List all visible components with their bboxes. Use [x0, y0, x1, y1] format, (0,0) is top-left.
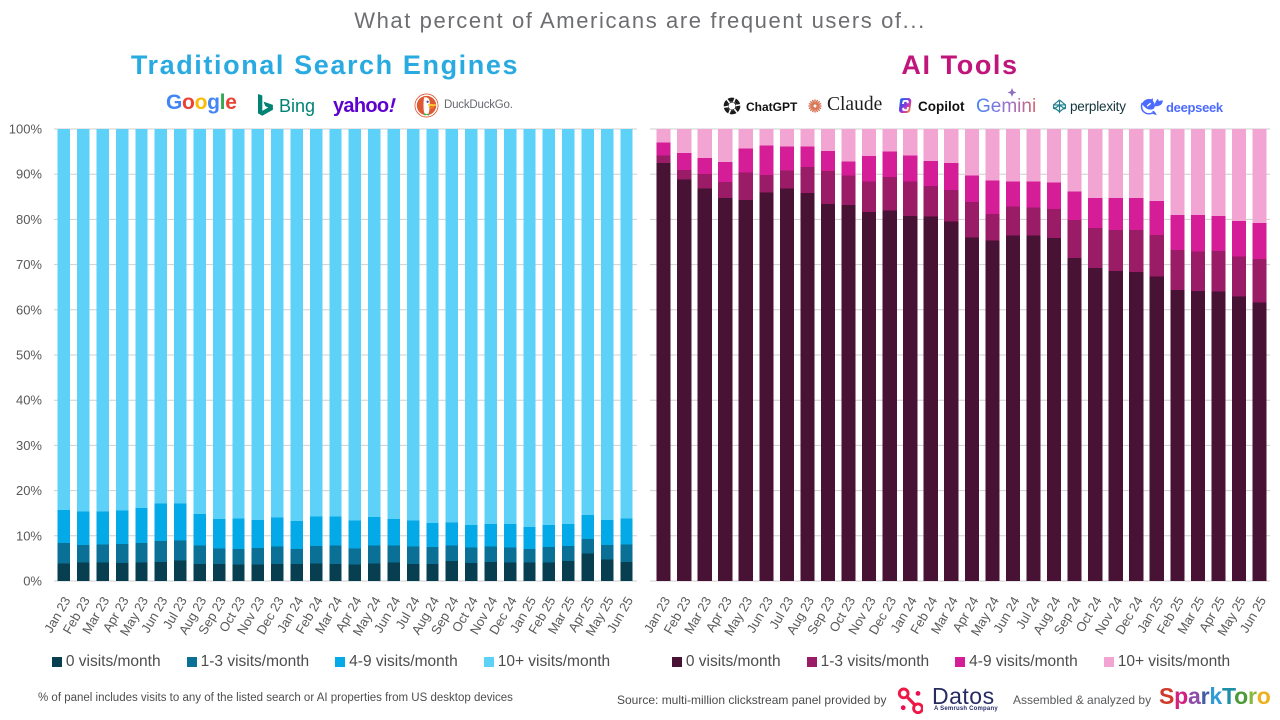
svg-text:Gemini: Gemini: [976, 96, 1036, 117]
svg-text:0%: 0%: [23, 574, 42, 589]
svg-text:80%: 80%: [16, 212, 42, 227]
svg-text:40%: 40%: [16, 393, 42, 408]
svg-text:30%: 30%: [16, 438, 42, 453]
svg-text:10%: 10%: [16, 528, 42, 543]
svg-text:70%: 70%: [16, 257, 42, 272]
svg-text:50%: 50%: [16, 348, 42, 363]
svg-text:100%: 100%: [9, 122, 43, 137]
svg-text:90%: 90%: [16, 167, 42, 182]
svg-text:60%: 60%: [16, 302, 42, 317]
svg-text:20%: 20%: [16, 483, 42, 498]
